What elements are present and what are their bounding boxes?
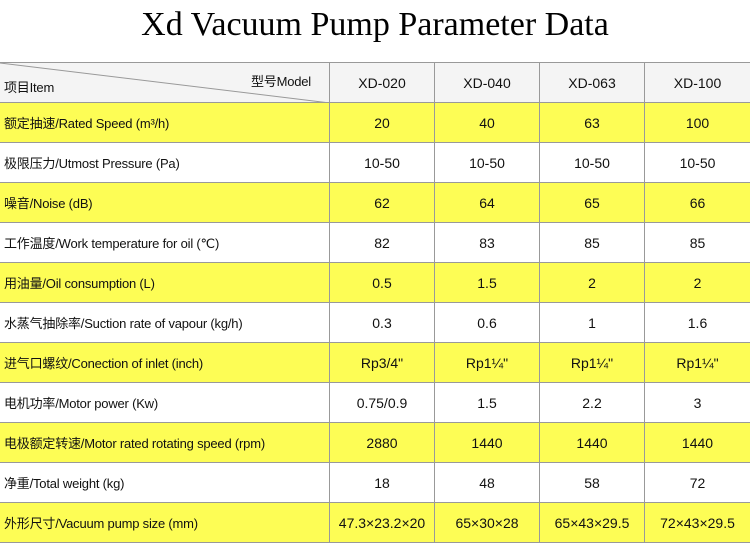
row-label: 用油量/Oil consumption (L) — [0, 263, 330, 302]
row-value: 72×43×29.5 — [660, 514, 735, 531]
table-row: 净重/Total weight (kg) 18 48 58 72 — [0, 463, 750, 503]
row-label: 极限压力/Utmost Pressure (Pa) — [0, 143, 330, 182]
row-value: 1440 — [435, 423, 540, 462]
row-label: 水蒸气抽除率/Suction rate of vapour (kg/h) — [0, 303, 330, 342]
row-value: Rp3/4" — [330, 343, 435, 382]
row-value: 83 — [435, 223, 540, 262]
row-value: 0.3 — [330, 303, 435, 342]
row-value: Rp1¼" — [435, 343, 540, 382]
table-row: 电机功率/Motor power (Kw) 0.75/0.9 1.5 2.2 3 — [0, 383, 750, 423]
row-label: 额定抽速/Rated Speed (m³/h) — [0, 103, 330, 142]
row-value: 64 — [435, 183, 540, 222]
row-value: 1 — [540, 303, 645, 342]
row-value: 47.3×23.2×20 — [330, 503, 435, 542]
row-value: 85 — [689, 234, 706, 251]
row-value: 2880 — [330, 423, 435, 462]
table-row: 水蒸气抽除率/Suction rate of vapour (kg/h) 0.3 0… — [0, 303, 750, 343]
model-header: XD-040 — [435, 63, 540, 102]
row-label: 电极额定转速/Motor rated rotating speed (rpm) — [0, 423, 330, 462]
row-value: 1.5 — [435, 383, 540, 422]
row-value: 0.6 — [435, 303, 540, 342]
row-value: 63 — [540, 103, 645, 142]
row-label: 电机功率/Motor power (Kw) — [0, 383, 330, 422]
row-value: 10-50 — [679, 154, 716, 171]
title: Xd Vacuum Pump Parameter Data — [141, 6, 609, 43]
row-label: 噪音/Noise (dB) — [0, 183, 330, 222]
model-header: XD-063 — [540, 63, 645, 102]
row-value: 2 — [693, 274, 702, 291]
row-value: 58 — [540, 463, 645, 502]
row-label: 外形尺寸/Vacuum pump size (mm) — [0, 503, 330, 542]
row-value: 100 — [685, 114, 710, 131]
row-value: 0.5 — [330, 263, 435, 302]
model-header: XD-100 — [673, 74, 722, 91]
header-corner: 项目Item 型号Model — [0, 63, 330, 102]
row-value: 18 — [330, 463, 435, 502]
diagonal — [0, 63, 326, 102]
row-value: 65×30×28 — [435, 503, 540, 542]
row-label: 净重/Total weight (kg) — [0, 463, 330, 502]
row-value: 65×43×29.5 — [540, 503, 645, 542]
row-label: 进气口螺纹/Conection of inlet (inch) — [0, 343, 330, 382]
row-value: 65 — [540, 183, 645, 222]
table-row: 噪音/Noise (dB) 62 64 65 66 — [0, 183, 750, 223]
row-value: 66 — [689, 194, 706, 211]
row-value: 1440 — [681, 434, 714, 451]
row-value: Rp1¼" — [676, 354, 719, 371]
row-value: 1.6 — [687, 314, 708, 331]
row-value: 62 — [330, 183, 435, 222]
row-value: 2 — [540, 263, 645, 302]
model-label: 型号Model — [250, 74, 311, 89]
model-header: XD-020 — [330, 63, 435, 102]
row-value: 82 — [330, 223, 435, 262]
row-value: 72 — [689, 474, 706, 491]
row-value: 1440 — [540, 423, 645, 462]
row-value: 10-50 — [435, 143, 540, 182]
table-row: 外形尺寸/Vacuum pump size (mm) 47.3×23.2×20 65… — [0, 503, 750, 543]
row-value: 10-50 — [330, 143, 435, 182]
row-value: 48 — [435, 463, 540, 502]
table-row: 用油量/Oil consumption (L) 0.5 1.5 2 2 — [0, 263, 750, 303]
row-value: 85 — [540, 223, 645, 262]
row-value: Rp1¼" — [540, 343, 645, 382]
row-value: 20 — [330, 103, 435, 142]
spec-table: 项目Item 型号Model XD-020 XD-040 XD-063 XD-100 … — [0, 62, 750, 543]
row-value: 10-50 — [540, 143, 645, 182]
row-value: 2.2 — [540, 383, 645, 422]
table-row: 工作温度/Work temperature for oil (℃) 82 83 85 8… — [0, 223, 750, 263]
row-value: 1.5 — [435, 263, 540, 302]
table-row: 电极额定转速/Motor rated rotating speed (rpm) 2… — [0, 423, 750, 463]
table-row: 进气口螺纹/Conection of inlet (inch) Rp3/4" Rp1… — [0, 343, 750, 383]
table-row: 额定抽速/Rated Speed (m³/h) 20 40 63 100 — [0, 103, 750, 143]
header-row: 项目Item 型号Model XD-020 XD-040 XD-063 XD-100 — [0, 63, 750, 103]
row-value: 40 — [435, 103, 540, 142]
table-row: 极限压力/Utmost Pressure (Pa) 10-50 10-50 10-50… — [0, 143, 750, 183]
item-label: 项目Item — [4, 80, 55, 95]
row-label: 工作温度/Work temperature for oil (℃) — [0, 223, 330, 262]
row-value: 3 — [693, 394, 702, 411]
row-value: 0.75/0.9 — [330, 383, 435, 422]
